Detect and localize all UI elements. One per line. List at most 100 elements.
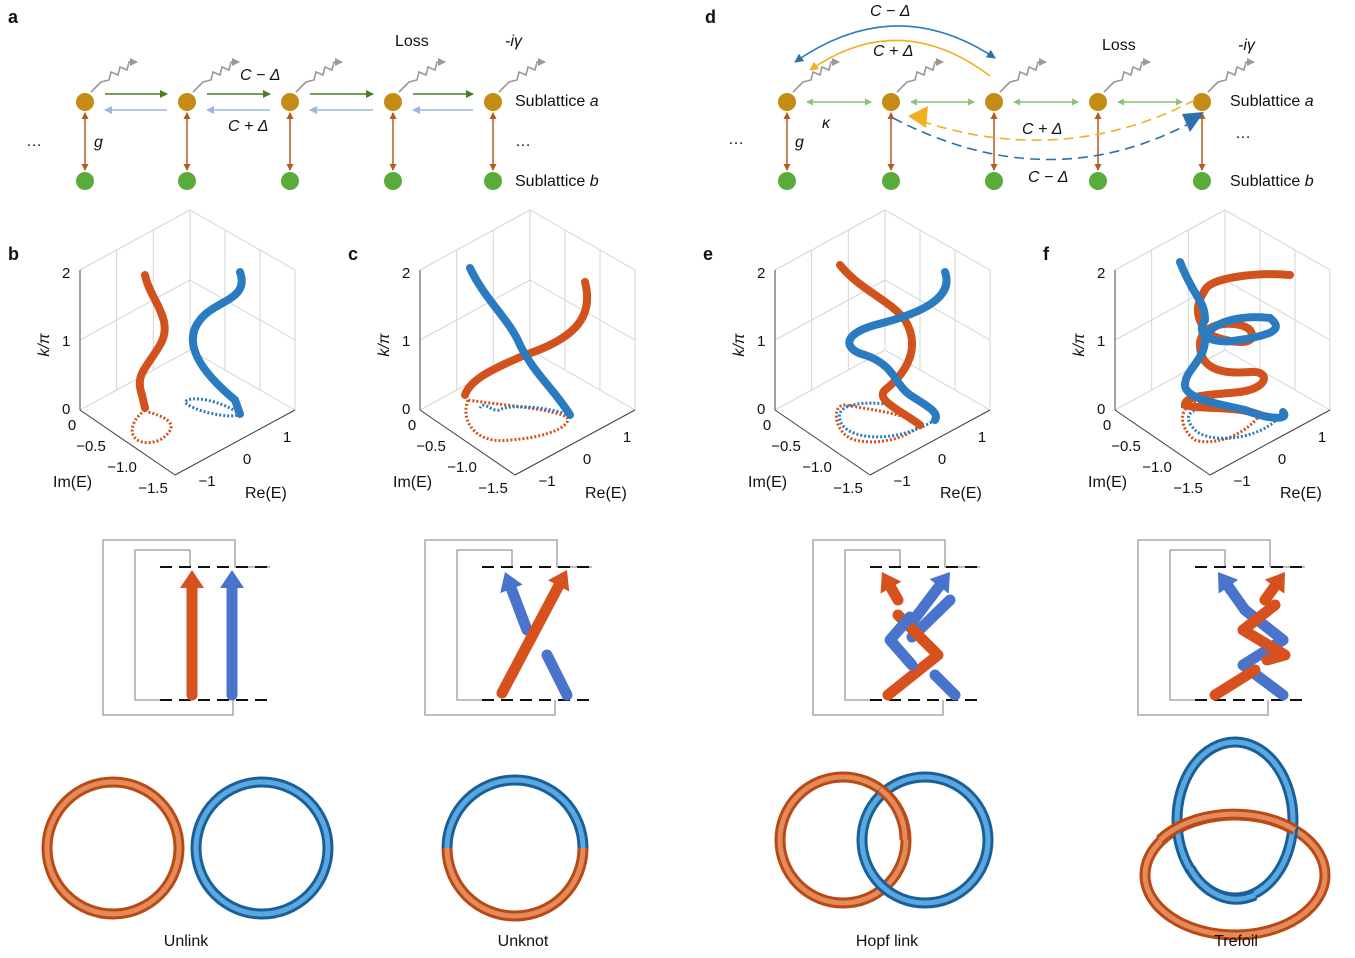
sublattice-letter: b bbox=[590, 173, 599, 190]
plot-3d: c0120−0.5−1.0−1.5−101k/πIm(E)Re(E) bbox=[348, 210, 635, 502]
grid-line bbox=[1225, 350, 1330, 410]
strand bbox=[935, 675, 955, 695]
braid-diagram bbox=[813, 540, 980, 715]
label: … bbox=[515, 133, 531, 150]
loss-arrow bbox=[1208, 62, 1254, 92]
strand bbox=[547, 655, 567, 695]
strand bbox=[1228, 587, 1245, 610]
grid-line bbox=[80, 350, 190, 410]
panel-label: d bbox=[705, 7, 716, 27]
loss-arrow bbox=[91, 62, 137, 92]
strand-head bbox=[220, 570, 244, 588]
tick-label: 1 bbox=[757, 333, 765, 350]
label: C − Δ bbox=[870, 3, 911, 20]
tick-label: −1.0 bbox=[802, 459, 832, 476]
grid-line bbox=[190, 210, 295, 270]
sublattice-word: Sublattice bbox=[515, 93, 585, 110]
panel-label: f bbox=[1043, 244, 1050, 264]
tick-label: 1 bbox=[1318, 429, 1326, 446]
braid-diagram bbox=[103, 540, 270, 715]
sublattice-word: Sublattice bbox=[1230, 93, 1300, 110]
base-loop bbox=[839, 403, 935, 437]
strand bbox=[1215, 670, 1255, 695]
tick-label: −1 bbox=[198, 473, 215, 490]
band-curve bbox=[849, 272, 946, 420]
tick-label: −0.5 bbox=[1111, 438, 1141, 455]
arrow-head bbox=[908, 106, 928, 128]
site-a bbox=[484, 93, 502, 111]
tick-label: 2 bbox=[402, 265, 410, 282]
knot-ring-highlight bbox=[447, 848, 583, 916]
axis-label: Im(E) bbox=[53, 474, 92, 491]
tick-label: 0 bbox=[1097, 401, 1105, 418]
tick-label: 0 bbox=[243, 451, 251, 468]
band-curve bbox=[193, 272, 242, 414]
tick-label: 0 bbox=[757, 401, 765, 418]
tick-label: −0.5 bbox=[416, 438, 446, 455]
grid-line bbox=[80, 210, 190, 270]
tick-label: −1.5 bbox=[478, 480, 508, 497]
tick-label: −1.0 bbox=[447, 459, 477, 476]
tick-label: 1 bbox=[978, 429, 986, 446]
axis-label: Re(E) bbox=[585, 485, 627, 502]
site-a bbox=[882, 93, 900, 111]
tick-label: −1 bbox=[893, 473, 910, 490]
tick-label: 0 bbox=[583, 451, 591, 468]
tick-label: 2 bbox=[1097, 265, 1105, 282]
label: … bbox=[1235, 125, 1251, 142]
axis-label: Im(E) bbox=[393, 474, 432, 491]
sublattice-letter: a bbox=[1305, 93, 1314, 110]
panel-label: c bbox=[348, 244, 358, 264]
label: … bbox=[26, 133, 42, 150]
site-b bbox=[484, 172, 502, 190]
site-a bbox=[985, 93, 1003, 111]
panel-label: e bbox=[703, 244, 713, 264]
site-a bbox=[1193, 93, 1211, 111]
arrow-head bbox=[1182, 112, 1204, 132]
tick-label: 0 bbox=[408, 417, 416, 434]
axis-label: Re(E) bbox=[245, 485, 287, 502]
loss-arrow bbox=[897, 62, 943, 92]
site-b bbox=[1193, 172, 1211, 190]
site-a bbox=[178, 93, 196, 111]
label: g bbox=[795, 134, 804, 151]
grid-line bbox=[775, 210, 885, 270]
plot-3d: e0120−0.5−1.0−1.5−101k/πIm(E)Re(E) bbox=[703, 210, 990, 502]
braid-diagram bbox=[1138, 540, 1305, 715]
sublattice-label: Sublattice a bbox=[1230, 93, 1314, 110]
sublattice-label: Sublattice b bbox=[515, 173, 599, 190]
grid-line bbox=[1115, 210, 1225, 270]
panel-label: b bbox=[8, 244, 19, 264]
site-b bbox=[778, 172, 796, 190]
sublattice-letter: b bbox=[1305, 173, 1314, 190]
label: C − Δ bbox=[240, 67, 281, 84]
base-loop bbox=[132, 410, 171, 443]
sublattice-letter: a bbox=[590, 93, 599, 110]
site-b bbox=[882, 172, 900, 190]
tick-label: −1.5 bbox=[138, 480, 168, 497]
loss-arrow bbox=[499, 62, 545, 92]
label: -iγ bbox=[1238, 37, 1256, 54]
tick-label: 0 bbox=[62, 401, 70, 418]
tick-label: 2 bbox=[62, 265, 70, 282]
sublattice-word: Sublattice bbox=[515, 173, 585, 190]
tick-label: −1.0 bbox=[107, 459, 137, 476]
grid-line bbox=[530, 210, 635, 270]
tick-label: 0 bbox=[1103, 417, 1111, 434]
tick-label: 1 bbox=[283, 429, 291, 446]
site-b bbox=[384, 172, 402, 190]
band-curve bbox=[140, 275, 165, 408]
tick-label: 1 bbox=[62, 333, 70, 350]
strand bbox=[891, 588, 898, 600]
grid-line bbox=[420, 210, 530, 270]
axis-label: k/π bbox=[36, 333, 53, 356]
site-b bbox=[985, 172, 1003, 190]
axis-label: Im(E) bbox=[1088, 474, 1127, 491]
loss-arrow bbox=[193, 62, 239, 92]
knot-name: Unknot bbox=[498, 933, 549, 950]
axis-label: Im(E) bbox=[748, 474, 787, 491]
axis-line bbox=[175, 410, 295, 475]
strand-head bbox=[180, 570, 204, 588]
label: g bbox=[94, 134, 103, 151]
